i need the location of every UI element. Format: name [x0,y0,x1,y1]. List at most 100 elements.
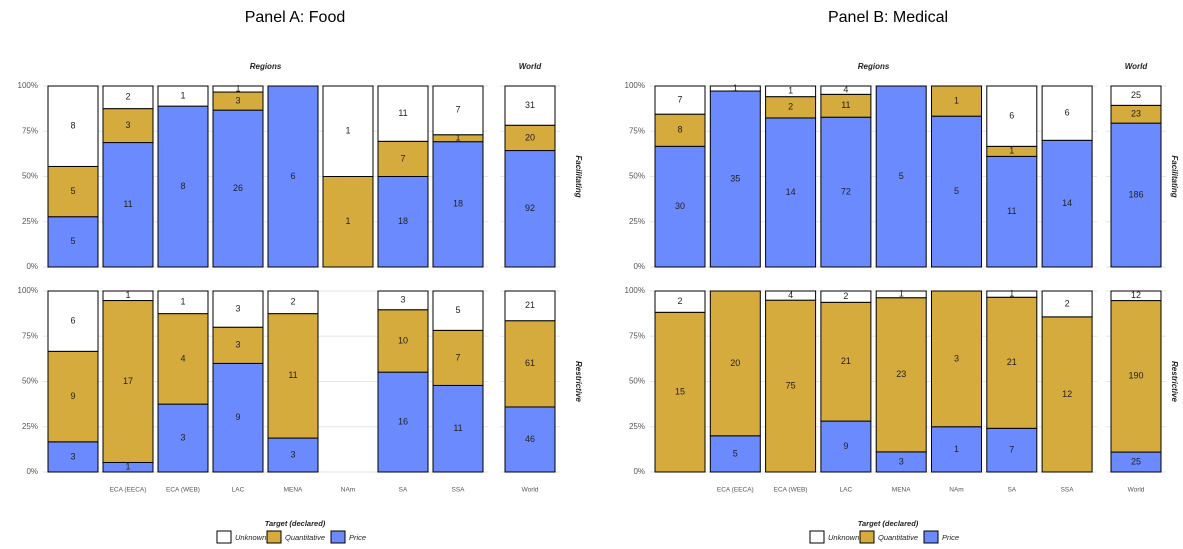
data-label: 1 [1009,288,1014,298]
data-label: 2 [677,296,682,306]
data-label: 21 [841,356,851,366]
data-label: 5 [733,448,738,458]
facet-label: World [519,62,543,71]
data-label: 6 [1009,111,1014,121]
legend-swatch [266,530,282,544]
data-label: 1 [954,95,959,105]
data-label: 1 [180,90,185,100]
data-label: 3 [235,95,240,105]
x-tick-label: SSA [1061,487,1075,494]
panel-title: Panel A: Food [245,9,346,26]
y-tick-label: 100% [18,81,38,90]
bar-segment [47,85,99,167]
data-label: 2 [788,102,793,112]
x-tick-label: SSA [451,487,465,494]
bar-segment [709,90,761,268]
legend-swatch [859,530,875,544]
data-label: 7 [677,94,682,104]
bar-segment [267,85,319,268]
bar-segment [47,165,99,218]
data-label: 6 [70,316,75,326]
data-label: 17 [123,376,133,386]
data-label: 2 [1065,298,1070,308]
bar-segment [322,85,374,177]
bar-segment [709,290,761,437]
data-label: 1 [125,290,130,300]
bar-segment [654,311,706,473]
bar-segment [1041,139,1093,268]
data-label: 5 [954,186,959,196]
bar-segment [47,290,99,352]
x-tick-label: ECA (WEB) [774,487,808,494]
bar-segment [504,150,556,268]
y-tick-label: 25% [22,217,38,226]
legend-title: Target (declared) [265,519,326,528]
data-label: 20 [525,132,535,142]
bar-segment [102,108,154,144]
y-tick-label: 100% [18,286,38,295]
legend-label: Quantitative [285,533,325,542]
data-label: 25 [1131,90,1141,100]
data-label: 1 [180,297,185,307]
data-label: 11 [123,199,132,209]
data-label: 2 [843,291,848,301]
data-label: 4 [843,85,848,95]
data-label: 1 [345,216,350,226]
y-tick-label: 50% [629,377,645,386]
y-tick-label: 0% [26,467,38,476]
bar-segment [102,290,154,302]
bar-segment [654,85,706,115]
row-label: Restrictive [574,361,583,402]
bar-segment [157,105,209,268]
bar-segment [1110,85,1162,106]
data-label: 1 [455,133,460,143]
data-label: 3 [180,432,185,442]
data-label: 14 [786,187,796,197]
data-label: 1 [788,86,793,96]
panel-title: Panel B: Medical [828,9,948,26]
data-label: 18 [453,199,463,209]
data-label: 12 [1131,290,1141,300]
bar-segment [322,176,374,268]
y-tick-label: 0% [633,262,645,271]
data-label: 1 [954,444,959,454]
bar-segment [709,435,761,473]
facet-label: Regions [250,62,282,71]
legend-label: Price [942,533,959,542]
bar-segment [709,85,761,92]
data-label: 46 [525,434,535,444]
data-label: 8 [70,121,75,131]
bar-segment [820,116,872,268]
data-label: 11 [398,108,407,118]
bar-segment [931,115,982,268]
data-label: 5 [70,236,75,246]
y-tick-label: 25% [22,422,38,431]
bar-segment [432,85,484,136]
bar-segment [986,296,1038,429]
data-label: 26 [233,183,243,193]
bar-segment [986,290,1038,298]
bar-segment [820,290,872,303]
bar-segment [875,290,927,299]
data-label: 5 [70,186,75,196]
bar-segment [102,85,154,110]
data-label: 11 [288,370,297,380]
data-label: 23 [896,369,906,379]
bar-segment [504,406,556,473]
bar-segment [377,309,429,373]
row-label: Restrictive [1170,361,1179,402]
bar-segment [504,124,556,152]
legend-label: Unknown [235,533,266,542]
data-label: 3 [290,449,295,459]
bar-segment [986,85,1038,147]
bar-segment [1110,122,1162,268]
bar-segment [157,313,209,405]
bar-segment [765,117,817,268]
bar-segment [212,326,264,364]
x-tick-label: SA [399,487,408,494]
data-label: 9 [235,412,240,422]
bar-segment [47,350,99,443]
data-label: 3 [400,295,405,305]
legend-swatch [923,530,939,544]
data-label: 4 [180,353,185,363]
